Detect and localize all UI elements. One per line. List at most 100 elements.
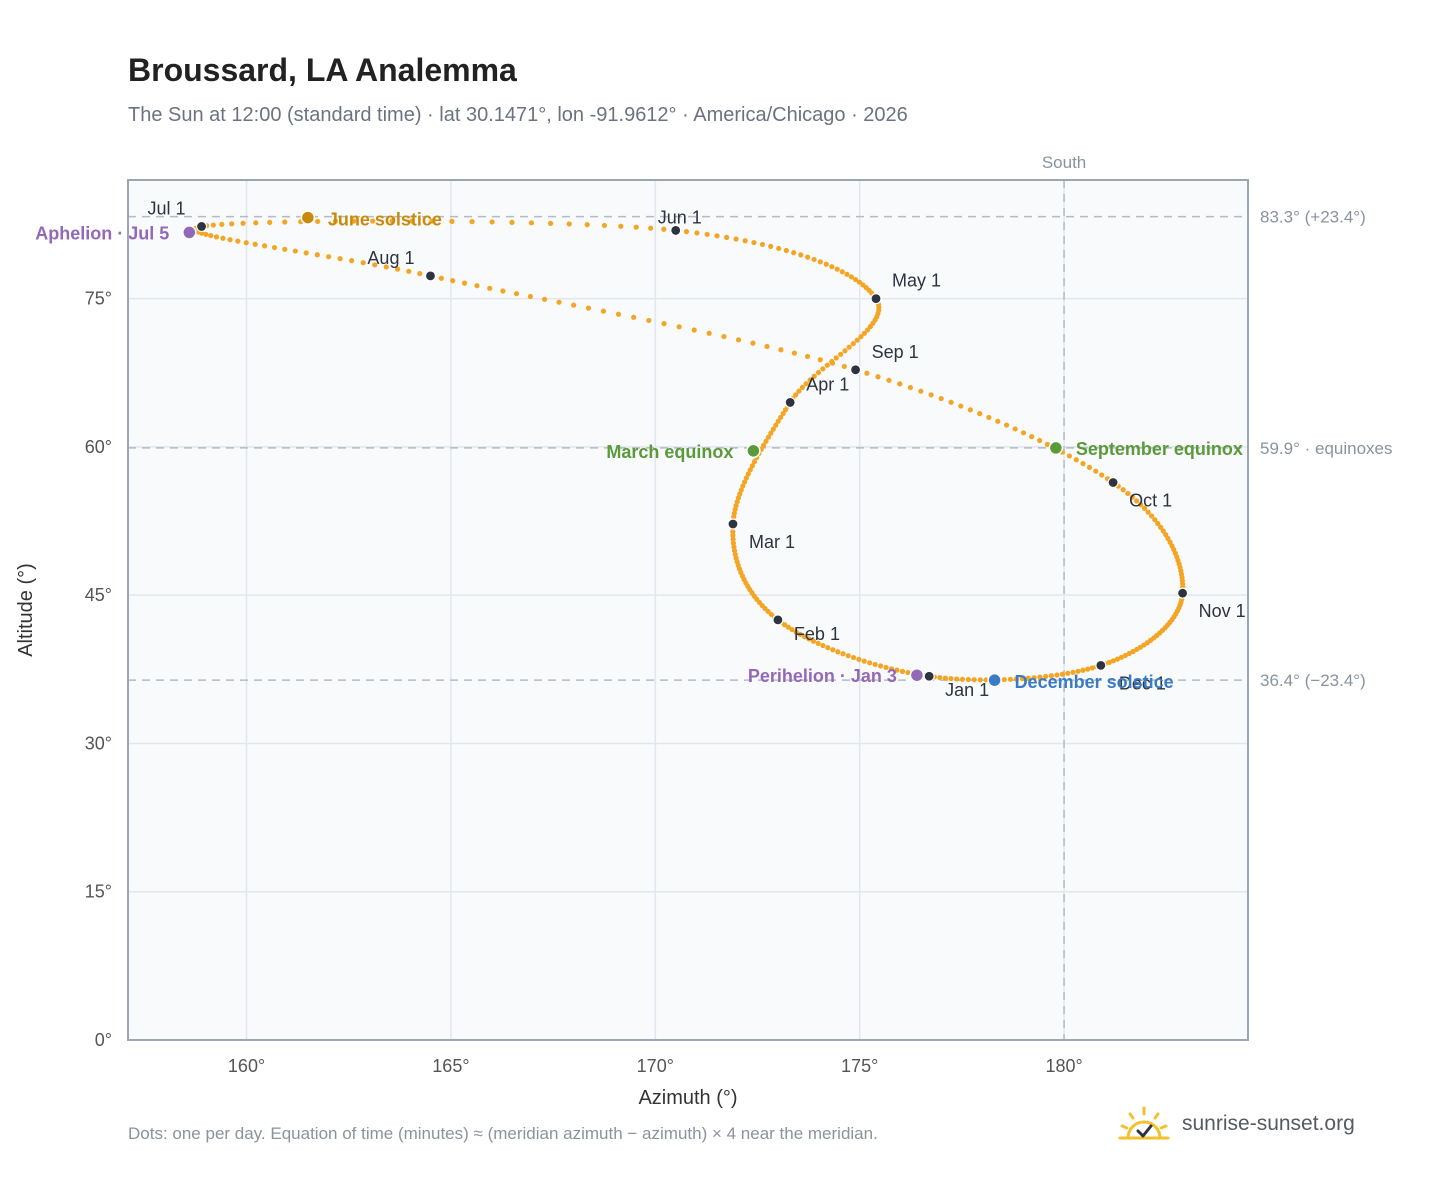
daily-sun-dot xyxy=(877,663,884,669)
daily-sun-dot xyxy=(469,219,475,225)
daily-sun-dot xyxy=(724,234,730,240)
daily-sun-dot xyxy=(897,381,903,387)
daily-sun-dot xyxy=(615,311,622,317)
daily-sun-dot xyxy=(661,226,667,232)
daily-sun-dot xyxy=(648,225,654,231)
daily-sun-dot xyxy=(1141,505,1148,511)
daily-sun-dot xyxy=(740,483,746,489)
daily-sun-dot xyxy=(1029,434,1035,440)
daily-sun-dot xyxy=(1148,513,1155,519)
daily-sun-dot xyxy=(954,676,960,682)
daily-sun-dot xyxy=(780,410,786,417)
daily-sun-dot xyxy=(872,661,878,668)
daily-sun-dot xyxy=(804,353,811,360)
daily-sun-dot xyxy=(965,676,971,683)
daily-sun-dot xyxy=(1118,654,1125,660)
daily-sun-dot xyxy=(824,362,830,368)
daily-sun-dot xyxy=(474,283,480,289)
daily-sun-dot xyxy=(631,314,637,320)
daily-sun-dot xyxy=(731,544,737,550)
daily-sun-dot xyxy=(1080,667,1086,673)
daily-sun-dot xyxy=(875,374,881,380)
daily-sun-dot xyxy=(332,218,338,224)
daily-sun-dot xyxy=(240,220,246,226)
daily-sun-dot xyxy=(417,270,423,277)
footnote: Dots: one per day. Equation of time (min… xyxy=(128,1124,878,1143)
daily-sun-dot xyxy=(1080,460,1086,467)
daily-sun-dot xyxy=(548,220,554,226)
daily-sun-dot xyxy=(326,254,332,260)
month-marker xyxy=(727,518,739,530)
daily-sun-dot xyxy=(745,471,751,477)
daily-sun-dot xyxy=(1007,676,1013,682)
daily-sun-dot xyxy=(282,219,288,225)
daily-sun-dot xyxy=(213,234,220,240)
x-axis-label: Azimuth (°) xyxy=(638,1087,737,1109)
brand-name: sunrise-sunset.org xyxy=(1182,1112,1355,1135)
x-tick-label: 165° xyxy=(432,1056,469,1076)
daily-sun-dot xyxy=(977,677,983,683)
daily-sun-dot xyxy=(1163,532,1169,538)
daily-sun-dot xyxy=(676,324,682,330)
daily-sun-dot xyxy=(856,279,863,285)
daily-sun-dot xyxy=(220,235,226,241)
daily-sun-dot xyxy=(337,256,343,262)
month-label: Jul 1 xyxy=(148,198,186,218)
daily-sun-dot xyxy=(856,656,862,662)
daily-sun-dot xyxy=(799,384,806,391)
daily-sun-dot xyxy=(801,634,808,640)
daily-sun-dot xyxy=(303,250,309,256)
analemma-path xyxy=(192,218,1186,683)
daily-sun-dot xyxy=(1048,673,1055,679)
daily-sun-dot xyxy=(791,350,797,356)
daily-sun-dot xyxy=(823,261,829,267)
month-marker xyxy=(923,670,935,682)
brand[interactable]: sunrise-sunset.org xyxy=(1118,1102,1355,1146)
daily-sun-dot xyxy=(372,262,378,268)
month-marker xyxy=(849,364,862,376)
daily-sun-dot xyxy=(759,241,766,248)
daily-sun-dot xyxy=(770,426,776,432)
month-marker xyxy=(670,224,682,237)
event-label: June solstice xyxy=(328,210,442,230)
daily-sun-dot xyxy=(1003,422,1010,428)
daily-sun-dot xyxy=(1019,676,1025,682)
daily-sun-dot xyxy=(761,442,767,448)
event-label: Aphelion · Jul 5 xyxy=(35,223,169,243)
daily-sun-dot xyxy=(513,291,520,297)
daily-sun-dot xyxy=(737,491,743,497)
plot-frame xyxy=(127,179,1249,1041)
daily-sun-dot xyxy=(1110,658,1116,664)
daily-sun-dot xyxy=(938,395,944,402)
daily-sun-dot xyxy=(817,357,823,363)
daily-sun-dot xyxy=(810,638,817,644)
daily-sun-dot xyxy=(500,288,506,294)
daily-sun-dot xyxy=(1066,453,1073,459)
event-marker xyxy=(182,225,197,240)
daily-sun-dot xyxy=(438,275,444,281)
daily-sun-dot xyxy=(1106,659,1112,666)
daily-sun-dot xyxy=(747,467,753,473)
month-label: Dec 1 xyxy=(1119,673,1166,693)
daily-sun-dot xyxy=(995,418,1001,424)
daily-sun-dot xyxy=(1120,487,1126,493)
daily-sun-dot xyxy=(1012,426,1018,432)
sun-logo-icon xyxy=(1118,1106,1170,1140)
month-marker xyxy=(1107,476,1119,489)
daily-sun-dot xyxy=(820,642,826,649)
daily-sun-dot xyxy=(937,674,943,681)
event-label: March equinox xyxy=(606,442,733,462)
daily-sun-dot xyxy=(349,258,355,264)
event-label: September equinox xyxy=(1076,439,1243,459)
daily-sun-dot xyxy=(450,278,456,284)
daily-sun-dot xyxy=(1025,675,1031,681)
daily-sun-dot xyxy=(509,219,515,225)
daily-sun-dot xyxy=(811,373,817,379)
daily-sun-dot xyxy=(918,388,924,394)
daily-sun-dot xyxy=(1129,494,1135,500)
daily-sun-dot xyxy=(1089,665,1095,671)
daily-sun-dot xyxy=(1099,472,1105,478)
daily-sun-dot xyxy=(229,221,235,227)
daily-sun-dot xyxy=(844,271,850,277)
